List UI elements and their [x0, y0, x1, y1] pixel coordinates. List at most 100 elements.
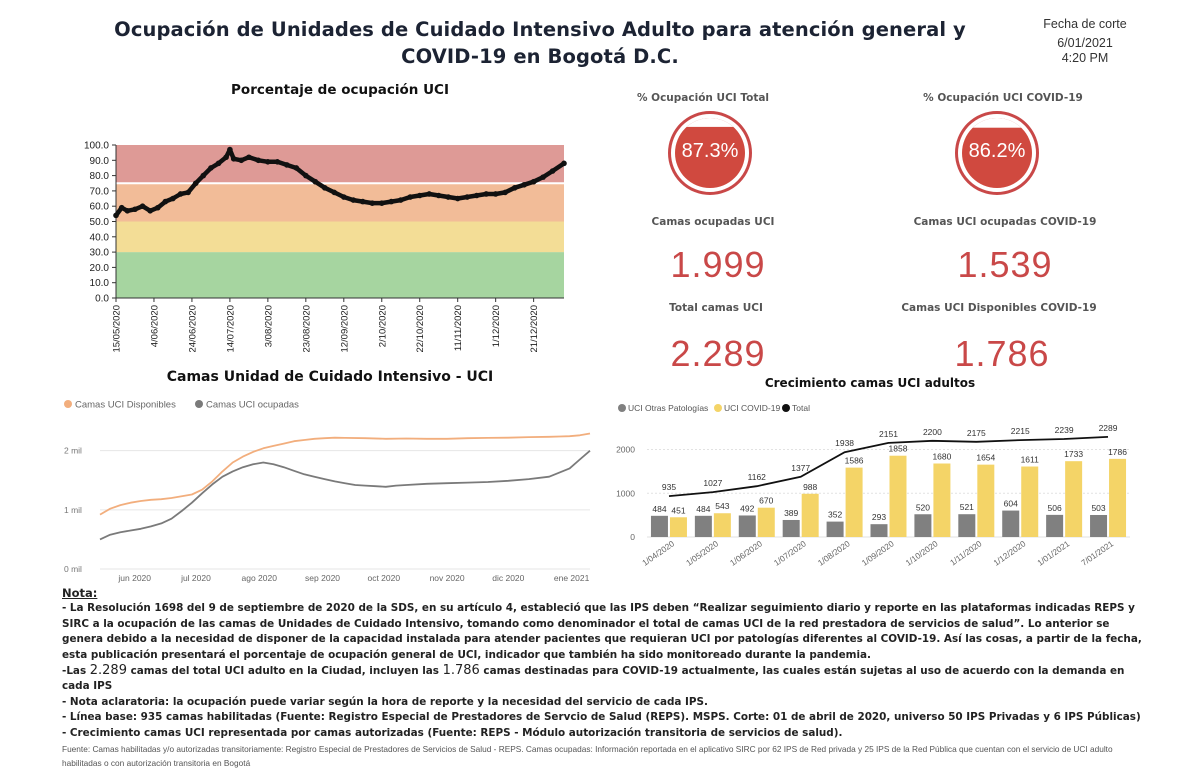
growth-bar-covid: [845, 467, 863, 537]
growth-bar-other-label: 484: [652, 504, 666, 514]
notes-title: Nota:: [62, 586, 98, 600]
occupancy-point: [473, 192, 480, 199]
kpi-covid-occupied-value: 1.539: [957, 244, 1053, 285]
beds-legend-marker-0: [64, 400, 72, 408]
occupancy-band-0: [116, 252, 564, 298]
occupancy-point: [464, 194, 470, 200]
growth-bar-covid: [1021, 466, 1039, 537]
occupancy-point: [502, 189, 508, 196]
occupancy-x-tick-label: 23/08/2020: [301, 305, 312, 353]
occupancy-point: [215, 160, 222, 167]
beds-x-tick-label: nov 2020: [430, 573, 465, 583]
growth-total-label: 2151: [879, 429, 898, 439]
occupancy-point: [312, 178, 319, 185]
occupancy-x-tick-label: 11/11/2020: [453, 305, 464, 351]
notes-block: Nota: - La Resolución 1698 del 9 de sept…: [62, 586, 1147, 741]
occupancy-point: [530, 178, 537, 185]
occupancy-point: [223, 154, 229, 161]
beds-x-tick-label: ago 2020: [242, 573, 278, 583]
occupancy-x-tick-label: 12/09/2020: [339, 305, 350, 353]
occupancy-band-3: [116, 145, 564, 184]
growth-total-label: 2239: [1055, 425, 1074, 435]
growth-bar-other-label: 520: [916, 502, 930, 512]
growth-total-label: 2289: [1099, 423, 1118, 433]
growth-total-label: 2175: [967, 428, 986, 438]
growth-legend-label-2: Total: [792, 403, 810, 413]
occupancy-x-tick-label: 22/10/2020: [415, 305, 426, 353]
occupancy-point: [303, 172, 309, 179]
beds-legend-marker-1: [195, 400, 203, 408]
occupancy-point: [435, 192, 442, 199]
occupancy-point: [340, 194, 347, 200]
growth-bar-other-label: 604: [1004, 499, 1018, 509]
growth-bar-covid: [933, 463, 951, 537]
occupancy-point: [124, 207, 131, 214]
occupancy-point: [154, 204, 161, 211]
growth-x-tick-label: 1/12/2020: [991, 538, 1027, 568]
cut-date-block: Fecha de corte 6/01/2021 4:20 PM: [1020, 17, 1150, 66]
occupancy-point: [483, 191, 489, 197]
growth-total-label: 1377: [791, 463, 810, 473]
kpi-total-beds-label: Total camas UCI: [669, 302, 763, 314]
growth-legend-marker-1: [714, 404, 722, 412]
note-beds-c: camas destinadas para COVID-19 actualmen…: [62, 665, 1125, 693]
growth-bar-other-label: 484: [696, 504, 710, 514]
occupancy-point: [331, 189, 338, 196]
page-title-line1: Ocupación de Unidades de Cuidado Intensi…: [114, 18, 966, 41]
beds-x-tick-label: jul 2020: [180, 573, 211, 583]
occupancy-point: [492, 191, 499, 197]
kpi-covid-available-value: 1.786: [954, 333, 1050, 374]
growth-bar-covid: [1109, 458, 1127, 537]
beds-x-tick-label: jun 2020: [117, 573, 151, 583]
growth-bar-covid-label: 1733: [1064, 449, 1083, 459]
growth-bar-covid: [801, 493, 819, 537]
note-baseline: - Línea base: 935 camas habilitadas (Fue…: [62, 711, 1141, 724]
occupancy-point: [350, 197, 357, 203]
gauge-covid-wave: [962, 118, 1032, 128]
gauge-covid: 86.2%: [955, 111, 1039, 195]
occupancy-point: [397, 197, 404, 203]
growth-x-tick-label: 1/07/2020: [772, 538, 808, 568]
note-beds-b: camas del total UCI adulto en la Ciudad,…: [126, 665, 443, 678]
growth-bar-other-label: 503: [1091, 503, 1105, 513]
kpi-covid-pct-label: % Ocupación UCI COVID-19: [923, 92, 1083, 104]
gauge-covid-fill: [962, 118, 1032, 188]
gauge-total-fill: [675, 118, 745, 188]
occupancy-point: [540, 174, 546, 180]
beds-x-tick-label: ene 2021: [554, 573, 590, 583]
growth-bar-other: [1046, 514, 1064, 537]
growth-bar-covid: [757, 507, 775, 537]
growth-bar-covid: [1065, 461, 1083, 537]
growth-x-tick-label: 1/10/2020: [904, 538, 940, 568]
occupancy-point: [255, 157, 262, 164]
growth-bar-other: [782, 519, 800, 537]
occupancy-point: [511, 185, 518, 191]
cut-time-value: 4:20 PM: [1061, 51, 1109, 65]
note-beds-a: -Las: [62, 665, 90, 678]
growth-x-tick-label: 1/06/2020: [728, 538, 764, 568]
kpi-occupied-label: Camas ocupadas UCI: [651, 216, 775, 228]
growth-total-label: 2215: [1011, 426, 1030, 436]
occupancy-band-1: [116, 221, 564, 253]
growth-legend-marker-2: [782, 404, 790, 412]
occupancy-point: [132, 206, 138, 213]
kpi-occupied-value: 1.999: [670, 244, 766, 285]
growth-bar-other-label: 389: [784, 508, 798, 518]
note-resolution: - La Resolución 1698 del 9 de septiembre…: [62, 602, 1142, 661]
growth-bar-other: [1002, 510, 1020, 537]
occupancy-y-tick-label: 100.0: [84, 141, 109, 152]
growth-bar-covid: [977, 464, 995, 537]
occupancy-point: [227, 146, 233, 153]
beds-y-tick-label: 1 mil: [64, 505, 82, 515]
occupancy-y-tick-label: 50.0: [90, 217, 110, 228]
gauge-total-value: 87.3%: [681, 140, 739, 162]
note-beds-num2: 1.786: [442, 663, 480, 679]
growth-bar-covid-label: 1786: [1108, 447, 1127, 457]
growth-x-tick-label: 1/01/2021: [1035, 538, 1071, 568]
growth-legend-marker-0: [618, 404, 626, 412]
growth-chart: UCI Otras Patologías UCI COVID-19 Total 01…: [616, 403, 1130, 568]
growth-bar-covid-label: 1586: [845, 456, 864, 466]
occupancy-point: [416, 192, 423, 199]
occupancy-x-tick-label: 21/12/2020: [529, 305, 540, 353]
occupancy-y-tick-label: 60.0: [90, 202, 110, 213]
